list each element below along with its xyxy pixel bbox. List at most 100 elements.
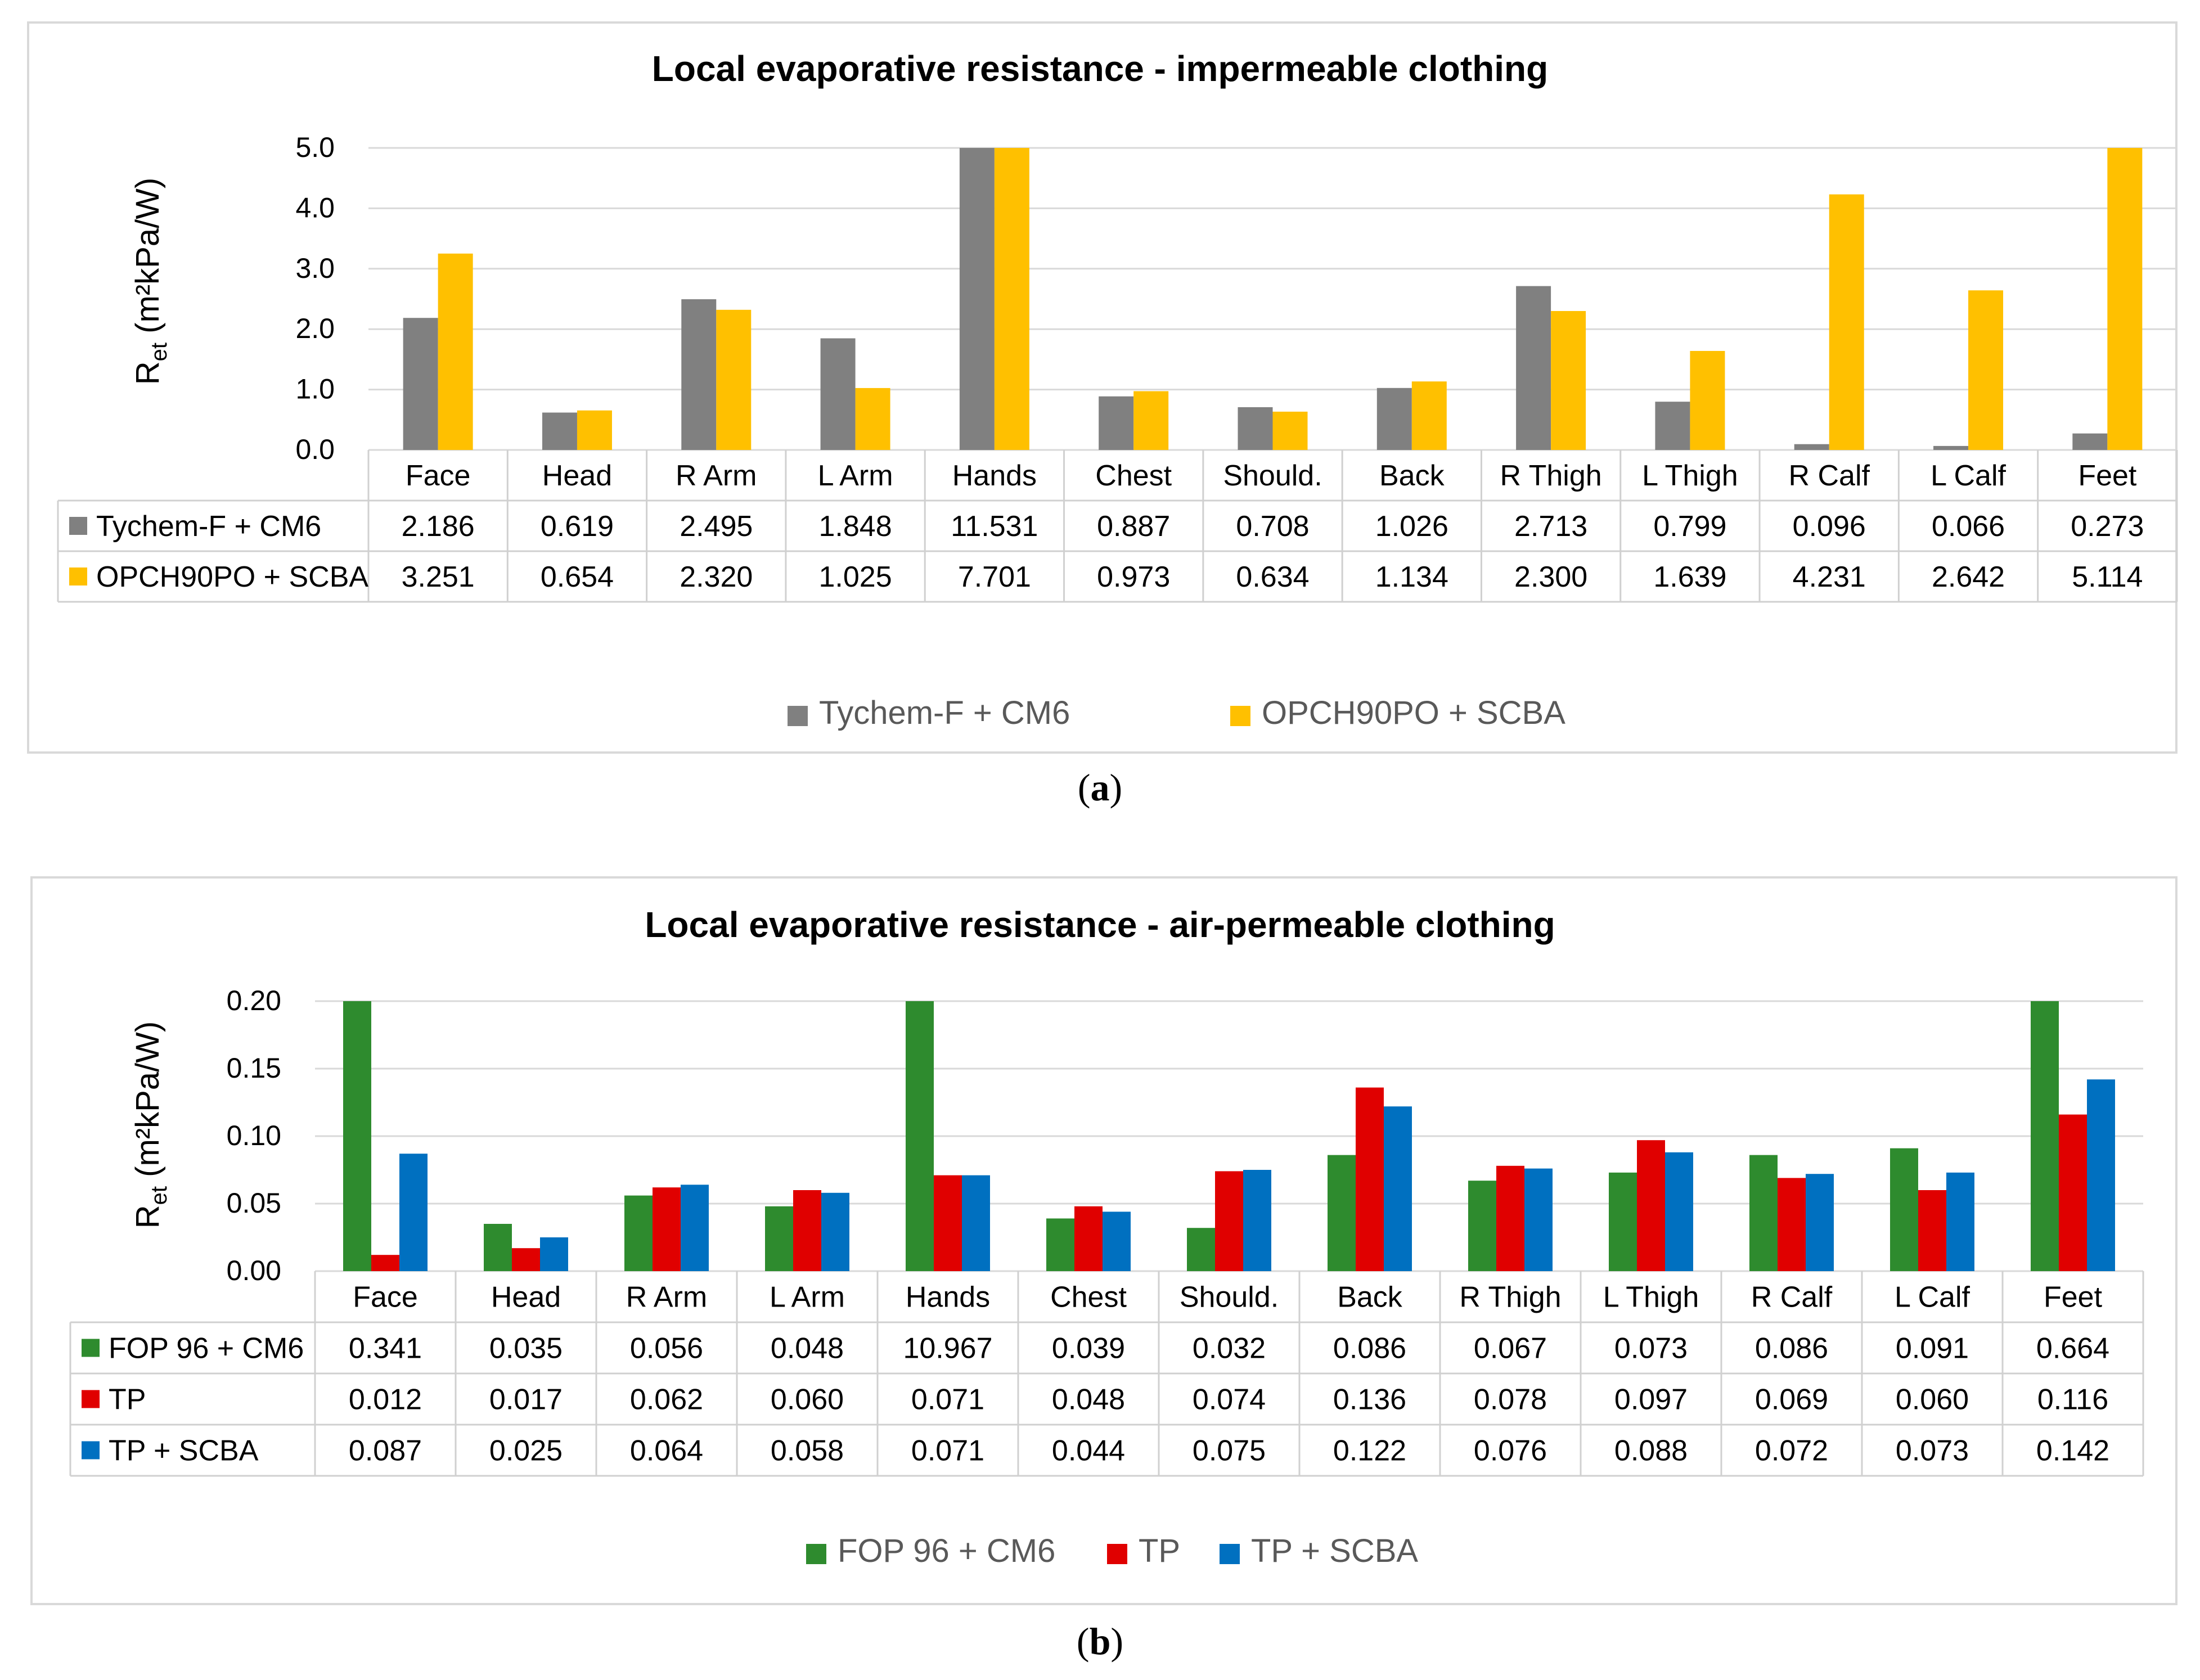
chart-b-bar-tp-chest [1074,1206,1103,1271]
chart-b-ytick-label: 0.20 [227,985,281,1016]
chart-a-data-label: 2.713 [1514,510,1587,543]
chart-b-bar-tp-scba-l-arm [821,1192,849,1271]
chart-a-bar-tychem-f-cm6-back [1376,388,1412,450]
chart-a-bar-opch90po-scba-r-thigh [1551,310,1586,450]
chart-b-bar-fop-96-cm6-feet [2031,1001,2059,1271]
chart-b-data-label: 0.048 [1052,1384,1125,1416]
chart-b-data-label: 0.074 [1193,1384,1266,1416]
chart-a-category-label: Should. [1223,460,1322,492]
chart-b-category-label: R Arm [626,1281,707,1314]
chart-b-bar-tp-scba-r-arm [681,1184,709,1271]
chart-b-data-label: 0.058 [771,1435,844,1467]
chart-b-bar-tp-scba-l-calf [1946,1172,1974,1271]
chart-a-category-label: Feet [2078,460,2137,492]
chart-b-data-label: 0.086 [1333,1332,1406,1365]
chart-b-data-label: 0.071 [911,1384,984,1416]
chart-b-ytick-label: 0.05 [227,1187,281,1219]
chart-b-table-legend-key [82,1390,100,1408]
chart-a-data-label: 1.639 [1653,561,1726,593]
chart-b-data-label: 0.116 [2037,1384,2108,1416]
chart-a-bar-opch90po-scba-head [577,410,612,450]
chart-a-ylabel-unit: (m²kPa/W) [129,178,166,343]
chart-a-category-label: Back [1379,460,1445,492]
chart-b-data-label: 0.048 [771,1332,844,1365]
chart-a-table-series-name: Tychem-F + CM6 [96,510,321,543]
chart-b-data-label: 0.062 [630,1384,703,1416]
chart-b-bar-tp-scba-feet [2087,1079,2115,1271]
chart-a-bar-tychem-f-cm6-r-arm [681,299,717,450]
chart-b-data-label: 0.341 [349,1332,422,1365]
chart-b-ytick-label: 0.00 [227,1255,281,1286]
chart-b-table-legend-key [82,1339,100,1357]
chart-b-data-label: 0.073 [1896,1435,1969,1467]
chart-a-data-label: 2.300 [1514,561,1587,593]
chart-b-bar-fop-96-cm6-l-calf [1890,1148,1918,1271]
chart-a-bar-opch90po-scba-feet [2107,148,2143,450]
chart-a-bar-tychem-f-cm6-chest [1099,396,1134,450]
chart-b-category-label: Head [491,1281,561,1314]
chart-b-ytick-label: 0.15 [227,1052,281,1084]
chart-b-bar-fop-96-cm6-head [484,1224,512,1271]
chart-b-bar-tp-scba-l-thigh [1665,1152,1693,1271]
chart-a-frame [27,21,2177,754]
chart-b-panel-label: (b) [1076,1620,1124,1663]
chart-a-ytick-label: 4.0 [295,192,335,223]
chart-b-category-label: R Thigh [1459,1281,1561,1314]
chart-b-data-label: 0.078 [1474,1384,1547,1416]
chart-b-category-label: L Calf [1895,1281,1970,1314]
chart-b-category-label: Hands [906,1281,990,1314]
chart-b-ylabel-main: R [129,1205,166,1228]
chart-b-data-label: 0.076 [1474,1435,1547,1467]
chart-a-category-label: R Thigh [1500,460,1602,492]
chart-a-ytick-label: 1.0 [295,373,335,405]
chart-a-data-label: 7.701 [958,561,1031,593]
chart-b-bar-tp-scba-r-calf [1806,1174,1834,1271]
chart-b-bar-tp-r-arm [653,1187,681,1271]
chart-a-panel-label: (a) [1077,766,1123,809]
chart-a-ylabel: Ret (m²kPa/W) [129,178,172,385]
chart-b-bar-tp-hands [934,1175,962,1271]
chart-b-bar-fop-96-cm6-chest [1046,1218,1074,1271]
chart-b-bar-fop-96-cm6-r-arm [624,1195,653,1271]
chart-a-bar-tychem-f-cm6-should- [1238,407,1273,450]
chart-b-bar-fop-96-cm6-l-arm [765,1206,793,1271]
chart-a-data-label: 3.251 [402,561,475,593]
chart-a-category-label: L Arm [818,460,893,492]
chart-b-data-label: 0.044 [1052,1435,1125,1467]
chart-b-category-label: Face [353,1281,418,1314]
chart-a-bar-tychem-f-cm6-r-calf [1794,444,1829,450]
chart-b-bar-fop-96-cm6-r-thigh [1468,1181,1496,1271]
chart-a-bar-tychem-f-cm6-l-arm [820,338,856,450]
chart-a-data-label: 2.495 [680,510,753,543]
chart-b-legend-label: TP + SCBA [1251,1533,1418,1569]
chart-b-category-label: Chest [1050,1281,1127,1314]
chart-a-bar-tychem-f-cm6-head [542,412,577,450]
chart-a-category-label: Chest [1095,460,1172,492]
chart-a-category-label: R Arm [676,460,757,492]
chart-b-bar-tp-r-calf [1778,1178,1806,1271]
chart-a-bar-tychem-f-cm6-l-thigh [1655,402,1690,450]
chart-b-bar-tp-scba-chest [1103,1211,1131,1271]
chart-b-bar-tp-scba-head [540,1237,568,1271]
chart-b-data-label: 0.142 [2036,1435,2109,1467]
chart-a-data-label: 1.025 [819,561,892,593]
chart-a-data-label: 2.186 [402,510,475,543]
chart-a-ytick-label: 2.0 [295,313,335,344]
chart-a-ytick-label: 0.0 [295,434,335,465]
chart-b-data-label: 0.039 [1052,1332,1125,1365]
chart-a-bar-opch90po-scba-r-arm [716,309,752,450]
chart-a-category-label: Face [406,460,471,492]
chart-a-data-label: 0.066 [1932,510,2005,543]
chart-b-category-label: Should. [1180,1281,1279,1314]
chart-b-bar-tp-feet [2059,1114,2087,1271]
chart-b-category-label: R Calf [1751,1281,1833,1314]
chart-b-bar-fop-96-cm6-back [1328,1155,1356,1271]
chart-a-data-label: 0.634 [1236,561,1309,593]
chart-a-legend-label: Tychem-F + CM6 [819,695,1070,731]
chart-b-data-label: 0.091 [1896,1332,1969,1365]
chart-b-data-label: 10.967 [903,1332,992,1365]
chart-a-table-legend-key [69,567,87,585]
chart-a-data-label: 0.887 [1097,510,1170,543]
chart-b-data-label: 0.035 [489,1332,563,1365]
chart-a-legend-key [1230,706,1250,726]
